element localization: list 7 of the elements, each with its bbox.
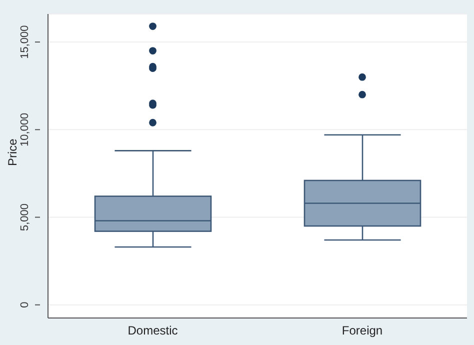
- y-tick-label: 5,000: [19, 203, 31, 232]
- x-tick-label: Domestic: [128, 324, 178, 338]
- y-tick-label: 10,000: [19, 112, 31, 146]
- y-tick-label: 15,000: [19, 25, 31, 59]
- y-axis-title: Price: [5, 138, 20, 166]
- y-tick-label: 0: [19, 302, 31, 308]
- x-tick-label: Foreign: [342, 324, 383, 338]
